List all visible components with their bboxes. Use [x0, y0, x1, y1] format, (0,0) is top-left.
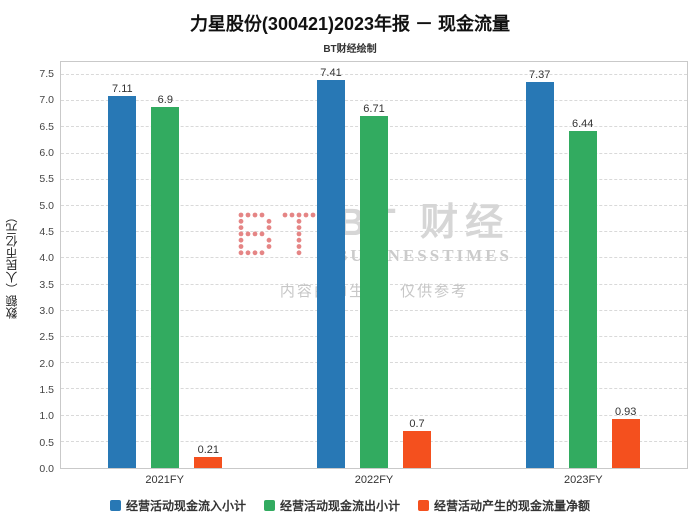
- bar-column: 7.37: [525, 62, 554, 468]
- bar: [568, 130, 597, 468]
- bar-value-label: 7.11: [112, 82, 133, 95]
- legend-swatch: [109, 500, 121, 511]
- legend-item[interactable]: 经营活动产生的现金流量净额: [418, 497, 590, 514]
- y-tick-label: 1.5: [39, 384, 54, 397]
- legend-label: 经营活动产生的现金流量净额: [434, 499, 591, 513]
- legend-label: 经营活动现金流出小计: [279, 499, 400, 513]
- legend-item[interactable]: 经营活动现金流入小计: [109, 497, 246, 514]
- bar-value-label: 6.71: [363, 103, 385, 116]
- chart-body: 数额（人民币亿元） 0.0 0.5 1.0 1.5 2.0 2.5 3.0 3.5 4.0 4.5…: [0, 61, 700, 475]
- bar-column: 6.9: [151, 62, 180, 468]
- bar-value-label: 6.44: [571, 117, 594, 130]
- legend-swatch: [418, 500, 429, 511]
- bar-column: 6.44: [568, 62, 597, 468]
- chart-title: 力星股份(300421)2023年报 － 现金流量: [189, 14, 511, 34]
- y-tick-label: 2.5: [39, 331, 54, 344]
- x-axis-labels: 2021FY 2022FY 2023FY: [60, 474, 688, 486]
- bar-column: 6.71: [360, 62, 388, 468]
- bar-value-label: 7.37: [528, 68, 551, 81]
- y-tick-label: 5.0: [39, 199, 54, 212]
- bar-groups: 7.11 6.9 0.21 7.41 6.71 0.7 7.37 6.44 0.93: [61, 62, 687, 468]
- bar: [317, 79, 345, 468]
- gridline: [61, 74, 687, 76]
- legend-item[interactable]: 经营活动现金流出小计: [263, 497, 400, 514]
- bar: [611, 419, 640, 468]
- bar-group: 7.37 6.44 0.93: [478, 62, 687, 468]
- y-tick-label: 0.5: [39, 436, 54, 449]
- x-tick-label: 2021FY: [145, 474, 184, 486]
- bar-group: 7.41 6.71 0.7: [270, 62, 479, 468]
- y-tick-label: 1.0: [39, 410, 54, 423]
- y-axis-title: 数额（人民币亿元）: [4, 211, 19, 319]
- bar-column: 7.11: [108, 62, 137, 468]
- y-tick-label: 7.5: [39, 68, 54, 81]
- legend-label: 经营活动现金流入小计: [125, 499, 246, 513]
- bar: [525, 81, 554, 468]
- bar-column: 0.93: [611, 62, 640, 468]
- y-tick-label: 3.5: [39, 278, 54, 291]
- bar: [194, 457, 223, 468]
- x-tick-label: 2023FY: [564, 474, 603, 486]
- bar-column: 0.7: [403, 62, 431, 468]
- bar-value-label: 0.93: [614, 406, 637, 419]
- y-tick-label: 4.5: [39, 226, 54, 239]
- legend-swatch: [263, 500, 275, 511]
- x-tick-label: 2022FY: [354, 474, 394, 486]
- plot-area: BT 财经 BUSINESSTIMES 内容由AI生成，仅供参考 7.116.9…: [60, 61, 688, 469]
- y-axis-title-column: 数额（人民币亿元）: [0, 61, 22, 469]
- y-tick-label: 0.0: [39, 463, 54, 475]
- bar-value-label: 7.41: [320, 66, 342, 79]
- legend: 经营活动现金流入小计 经营活动现金流出小计 经营活动产生的现金流量净额: [0, 497, 700, 514]
- bar: [403, 431, 431, 468]
- bar-value-label: 0.7: [409, 418, 425, 431]
- bar-group: 7.11 6.9 0.21: [61, 62, 270, 468]
- gridline: [61, 100, 687, 102]
- y-tick-label: 5.5: [39, 173, 54, 186]
- y-tick-label: 6.0: [39, 147, 54, 160]
- bar-column: 0.21: [194, 62, 223, 468]
- y-axis-ticks: 0.0 0.5 1.0 1.5 2.0 2.5 3.0 3.5 4.0 4.5 5.0 5.5 6.0 6…: [22, 61, 60, 475]
- y-tick-label: 6.5: [39, 120, 54, 133]
- bar: [360, 116, 388, 468]
- bar: [108, 95, 137, 468]
- y-tick-label: 3.0: [39, 305, 54, 318]
- y-tick-label: 4.0: [39, 252, 54, 265]
- y-tick-label: 2.0: [39, 357, 54, 370]
- bar-value-label: 6.9: [157, 93, 173, 106]
- chart-subtitle: BT财经绘制: [323, 44, 377, 55]
- bar-value-label: 0.21: [197, 444, 220, 456]
- y-tick-label: 7.0: [39, 94, 54, 107]
- bar-column: 7.41: [317, 62, 345, 468]
- bar: [151, 106, 180, 468]
